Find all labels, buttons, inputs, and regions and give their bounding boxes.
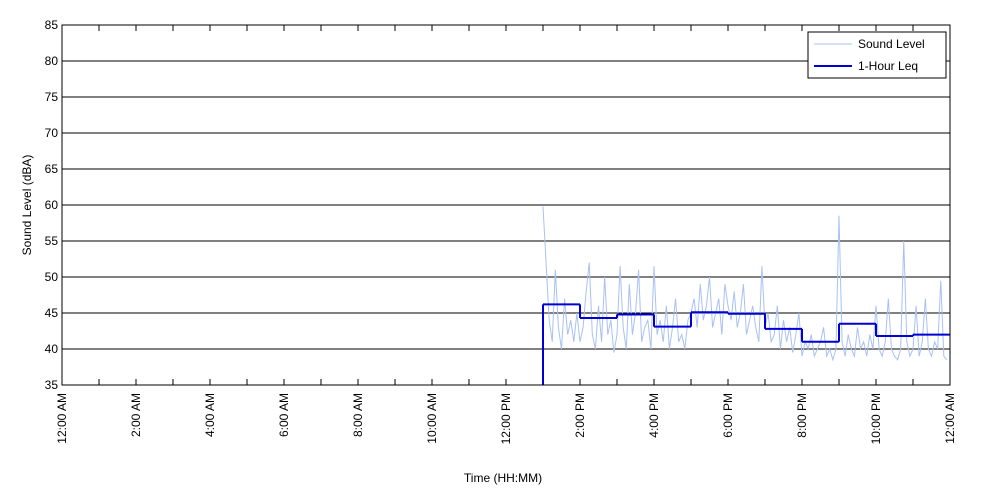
y-tick-label: 55 — [45, 234, 59, 248]
x-tick-label: 10:00 PM — [869, 393, 883, 444]
x-tick-label: 4:00 AM — [203, 393, 217, 437]
y-tick-label: 75 — [45, 90, 59, 104]
y-axis-label: Sound Level (dBA) — [20, 155, 34, 256]
x-tick-label: 6:00 PM — [721, 393, 735, 438]
y-tick-label: 40 — [45, 342, 59, 356]
x-tick-label: 2:00 PM — [573, 393, 587, 438]
y-tick-label: 70 — [45, 126, 59, 140]
y-tick-label: 35 — [45, 378, 59, 392]
x-tick-label: 6:00 AM — [277, 393, 291, 437]
x-tick-label: 8:00 AM — [351, 393, 365, 437]
y-tick-label: 50 — [45, 270, 59, 284]
x-tick-label: 8:00 PM — [795, 393, 809, 438]
y-tick-label: 65 — [45, 162, 59, 176]
x-tick-label: 10:00 AM — [425, 393, 439, 444]
y-tick-label: 80 — [45, 54, 59, 68]
y-tick-label: 85 — [45, 18, 59, 32]
x-tick-label: 2:00 AM — [129, 393, 143, 437]
sound-level-line — [542, 206, 948, 362]
x-tick-label: 12:00 AM — [943, 393, 957, 444]
legend-box — [807, 31, 947, 79]
legend-label: Sound Level — [858, 37, 925, 51]
plot-frame — [61, 24, 951, 386]
y-tick-label: 45 — [45, 306, 59, 320]
legend-label: 1-Hour Leq — [858, 59, 918, 73]
x-tick-label: 4:00 PM — [647, 393, 661, 438]
y-tick-label: 60 — [45, 198, 59, 212]
x-tick-label: 12:00 AM — [55, 393, 69, 444]
x-tick-label: 12:00 PM — [499, 393, 513, 444]
x-axis-label: Time (HH:MM) — [464, 471, 542, 485]
